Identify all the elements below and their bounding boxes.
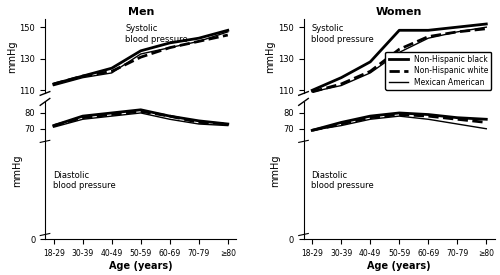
Title: Men: Men xyxy=(128,7,154,17)
Text: Diastolic
blood pressure: Diastolic blood pressure xyxy=(52,170,116,190)
Y-axis label: mmHg: mmHg xyxy=(6,40,16,73)
X-axis label: Age (years): Age (years) xyxy=(109,261,172,271)
X-axis label: Age (years): Age (years) xyxy=(368,261,431,271)
Y-axis label: mmHg: mmHg xyxy=(12,154,22,187)
Text: Systolic
blood pressure: Systolic blood pressure xyxy=(311,24,374,44)
Text: Diastolic
blood pressure: Diastolic blood pressure xyxy=(311,170,374,190)
Legend: Non-Hispanic black, Non-Hispanic white, Mexican American: Non-Hispanic black, Non-Hispanic white, … xyxy=(386,52,491,90)
Y-axis label: mmHg: mmHg xyxy=(270,154,280,187)
Text: Systolic
blood pressure: Systolic blood pressure xyxy=(126,24,188,44)
Y-axis label: mmHg: mmHg xyxy=(265,40,275,73)
Title: Women: Women xyxy=(376,7,422,17)
